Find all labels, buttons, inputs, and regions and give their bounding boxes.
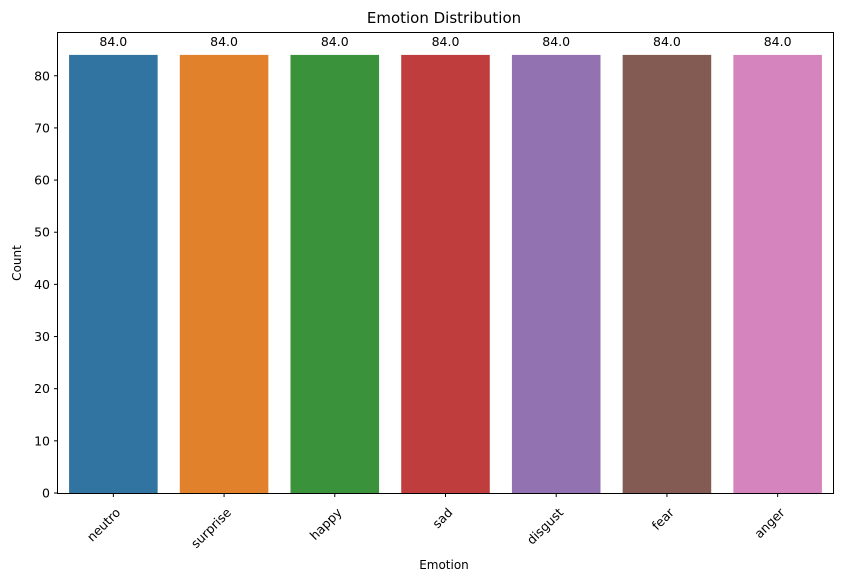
- x-axis-label: Emotion: [419, 558, 469, 572]
- value-label-neutro: 84.0: [99, 34, 127, 49]
- y-axis-label: Count: [10, 245, 24, 281]
- y-tick-label-30: 30: [34, 329, 50, 344]
- x-tick-label-sad: sad: [429, 505, 455, 531]
- bar-disgust: [511, 54, 601, 494]
- x-axis: neutro surprise happy sad disgust fear anger: [84, 493, 788, 551]
- value-label-fear: 84.0: [653, 34, 681, 49]
- x-tick-label-neutro: neutro: [84, 505, 124, 545]
- y-tick-label-70: 70: [34, 120, 50, 135]
- bars-layer: [69, 54, 822, 494]
- y-tick-label-80: 80: [34, 68, 50, 83]
- value-label-surprise: 84.0: [210, 34, 238, 49]
- value-label-happy: 84.0: [321, 34, 349, 49]
- bar-anger: [733, 54, 822, 494]
- y-tick-label-50: 50: [34, 225, 50, 240]
- x-tick-label-surprise: surprise: [188, 505, 234, 551]
- bar-happy: [290, 54, 380, 494]
- y-tick-label-10: 10: [34, 433, 50, 448]
- y-tick-label-20: 20: [34, 381, 50, 396]
- bar-sad: [401, 54, 490, 494]
- x-tick-label-fear: fear: [649, 504, 678, 533]
- y-tick-label-40: 40: [34, 277, 50, 292]
- bar-neutro: [69, 54, 158, 494]
- chart-title: Emotion Distribution: [367, 9, 521, 27]
- x-tick-label-disgust: disgust: [524, 505, 567, 548]
- y-tick-label-0: 0: [42, 486, 50, 501]
- value-label-disgust: 84.0: [542, 34, 570, 49]
- value-label-anger: 84.0: [764, 34, 792, 49]
- bar-fear: [622, 54, 712, 494]
- value-label-sad: 84.0: [432, 34, 460, 49]
- value-labels-layer: 84.0 84.0 84.0 84.0 84.0 84.0 84.0: [99, 34, 791, 49]
- y-tick-label-60: 60: [34, 173, 50, 188]
- y-axis: 0 10 20 30 40 50 60 70 80: [34, 68, 58, 501]
- bar-surprise: [179, 54, 269, 494]
- plot-frame: [57, 32, 834, 494]
- x-tick-label-anger: anger: [751, 504, 788, 541]
- x-tick-label-happy: happy: [307, 504, 346, 543]
